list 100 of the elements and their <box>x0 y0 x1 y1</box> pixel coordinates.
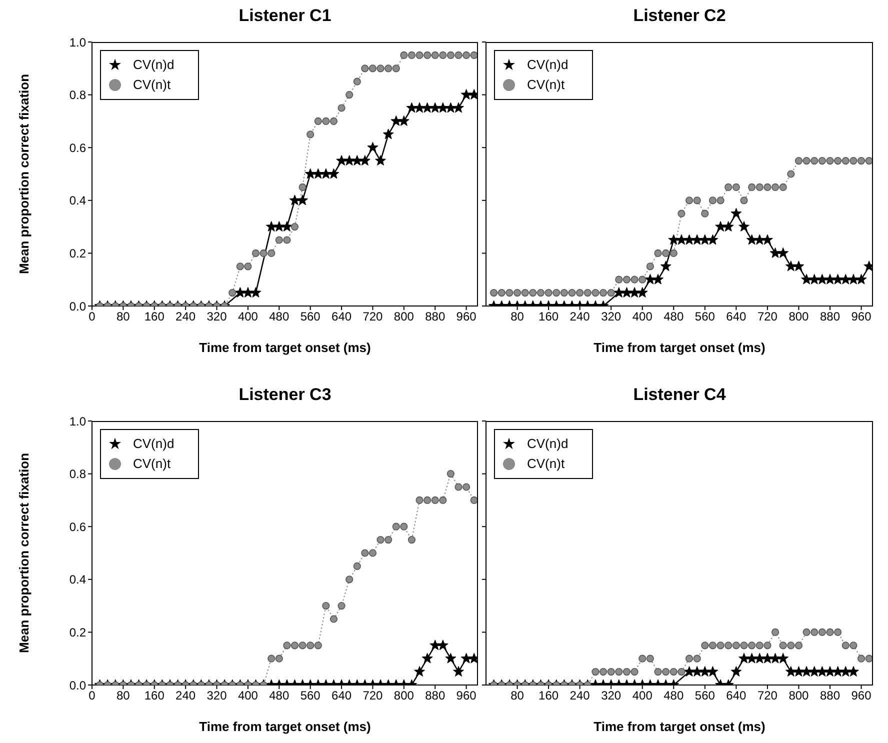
point <box>330 615 338 623</box>
point <box>314 117 322 125</box>
point <box>832 666 844 676</box>
point <box>306 130 314 138</box>
point <box>422 652 433 664</box>
point <box>842 642 850 650</box>
point <box>754 234 766 245</box>
x-tick-label: 240 <box>176 688 196 703</box>
point <box>676 234 687 245</box>
point <box>785 260 796 272</box>
point <box>684 666 695 676</box>
y-tick-label: 0.6 <box>69 140 86 155</box>
x-tick-label: 320 <box>601 688 622 703</box>
chart-title: Listener C3 <box>238 385 332 405</box>
point <box>384 536 392 544</box>
point <box>338 602 346 610</box>
x-tick-label: 880 <box>425 310 446 324</box>
point <box>629 287 640 298</box>
point <box>544 289 552 297</box>
point <box>430 640 441 650</box>
point <box>794 157 803 165</box>
x-tick-label: 560 <box>694 310 716 324</box>
point <box>834 628 842 636</box>
point <box>375 155 386 166</box>
point <box>660 260 672 272</box>
point <box>738 652 750 664</box>
point <box>283 236 291 244</box>
point <box>779 642 787 650</box>
x-tick-label: 960 <box>851 688 872 703</box>
point <box>808 666 820 676</box>
x-tick-label: 160 <box>538 310 559 324</box>
point <box>801 666 812 676</box>
point <box>361 64 369 72</box>
x-tick-label: 880 <box>820 688 840 703</box>
y-tick-label: 0.2 <box>69 625 86 640</box>
point <box>536 289 545 297</box>
point <box>778 652 789 664</box>
point <box>850 642 858 650</box>
point <box>746 652 758 664</box>
y-tick-label: 0.0 <box>69 299 86 314</box>
point <box>740 642 748 650</box>
legend-label: CV(n)t <box>527 456 565 471</box>
point <box>513 289 522 297</box>
point <box>368 64 377 72</box>
point <box>848 274 859 284</box>
point <box>320 168 332 179</box>
point <box>802 628 810 636</box>
x-tick-label: 160 <box>144 688 165 703</box>
x-tick-label: 720 <box>757 310 778 324</box>
x-tick-label: 480 <box>664 310 684 324</box>
x-tick-label: 320 <box>206 688 228 703</box>
x-tick-label: 0 <box>88 310 96 324</box>
point <box>260 249 268 257</box>
x-tick-label: 320 <box>206 310 228 324</box>
x-tick-label: 640 <box>726 688 747 703</box>
point <box>816 274 828 284</box>
point <box>416 51 424 59</box>
point <box>368 549 377 557</box>
point <box>662 249 670 257</box>
point <box>857 654 866 662</box>
point <box>521 289 529 297</box>
point <box>762 652 773 664</box>
point <box>454 51 462 59</box>
point <box>328 168 340 179</box>
point <box>771 628 780 636</box>
point <box>730 208 742 218</box>
point <box>576 289 584 297</box>
point <box>506 289 514 297</box>
point <box>724 183 732 191</box>
point <box>646 654 654 662</box>
legend-label: CV(n)d <box>527 57 568 72</box>
point <box>808 274 820 284</box>
point <box>330 117 338 125</box>
point <box>599 289 608 297</box>
point <box>826 157 834 165</box>
y-tick-label: 0.8 <box>69 467 86 482</box>
point <box>756 642 764 650</box>
point <box>724 642 732 650</box>
x-tick-label: 400 <box>238 688 258 703</box>
x-tick-label: 800 <box>788 310 810 324</box>
x-axis-title: Time from target onset (ms) <box>594 719 766 734</box>
point <box>630 276 638 284</box>
x-tick-label: 880 <box>820 310 840 324</box>
point <box>322 117 330 125</box>
point <box>818 157 826 165</box>
point <box>730 666 742 676</box>
point <box>490 289 498 297</box>
point <box>764 642 772 650</box>
point <box>778 247 789 258</box>
x-tick-label: 640 <box>332 310 352 324</box>
point <box>668 234 680 245</box>
point <box>242 287 254 298</box>
point <box>437 102 448 113</box>
point <box>857 157 866 165</box>
point <box>678 210 686 218</box>
point <box>437 640 448 650</box>
point <box>266 221 277 232</box>
point <box>460 89 472 100</box>
point <box>439 51 447 59</box>
point <box>748 642 756 650</box>
